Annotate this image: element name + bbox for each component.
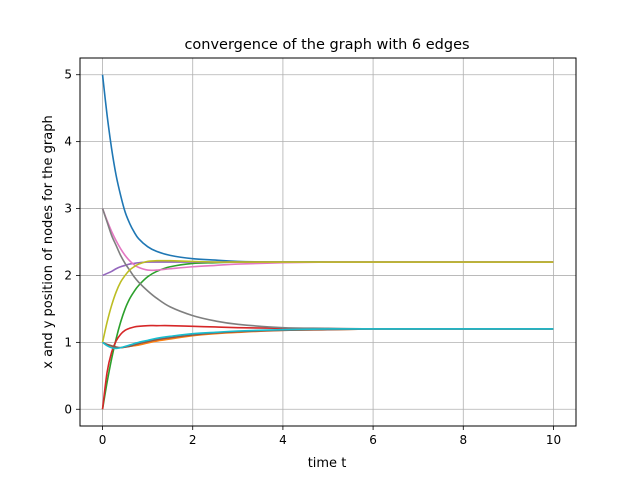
y-tick-label-1: 1 bbox=[64, 335, 72, 349]
series-line-8 bbox=[101, 259, 554, 343]
y-tick-label-5: 5 bbox=[64, 68, 72, 82]
x-axis-label: time t bbox=[308, 456, 347, 471]
y-tick-label-0: 0 bbox=[64, 402, 72, 416]
x-tick-label-1: 2 bbox=[189, 433, 197, 447]
axes-frame bbox=[79, 57, 577, 427]
ticks: 0 2 4 6 8 10 0 1 2 3 4 5 bbox=[64, 68, 561, 447]
series-group bbox=[101, 74, 554, 410]
y-tick-label-2: 2 bbox=[64, 268, 72, 282]
x-tick-label-2: 4 bbox=[279, 433, 287, 447]
x-tick-label-5: 10 bbox=[546, 433, 561, 447]
y-tick-label-3: 3 bbox=[64, 202, 72, 216]
x-tick-label-0: 0 bbox=[99, 433, 107, 447]
y-axis-label: x and y position of nodes for the graph bbox=[41, 115, 56, 368]
y-tick-label-4: 4 bbox=[64, 135, 72, 149]
x-tick-label-4: 8 bbox=[459, 433, 467, 447]
x-tick-label-3: 6 bbox=[369, 433, 377, 447]
series-line-9 bbox=[102, 328, 554, 350]
grid bbox=[80, 58, 576, 426]
chart-title: convergence of the graph with 6 edges bbox=[184, 37, 469, 53]
